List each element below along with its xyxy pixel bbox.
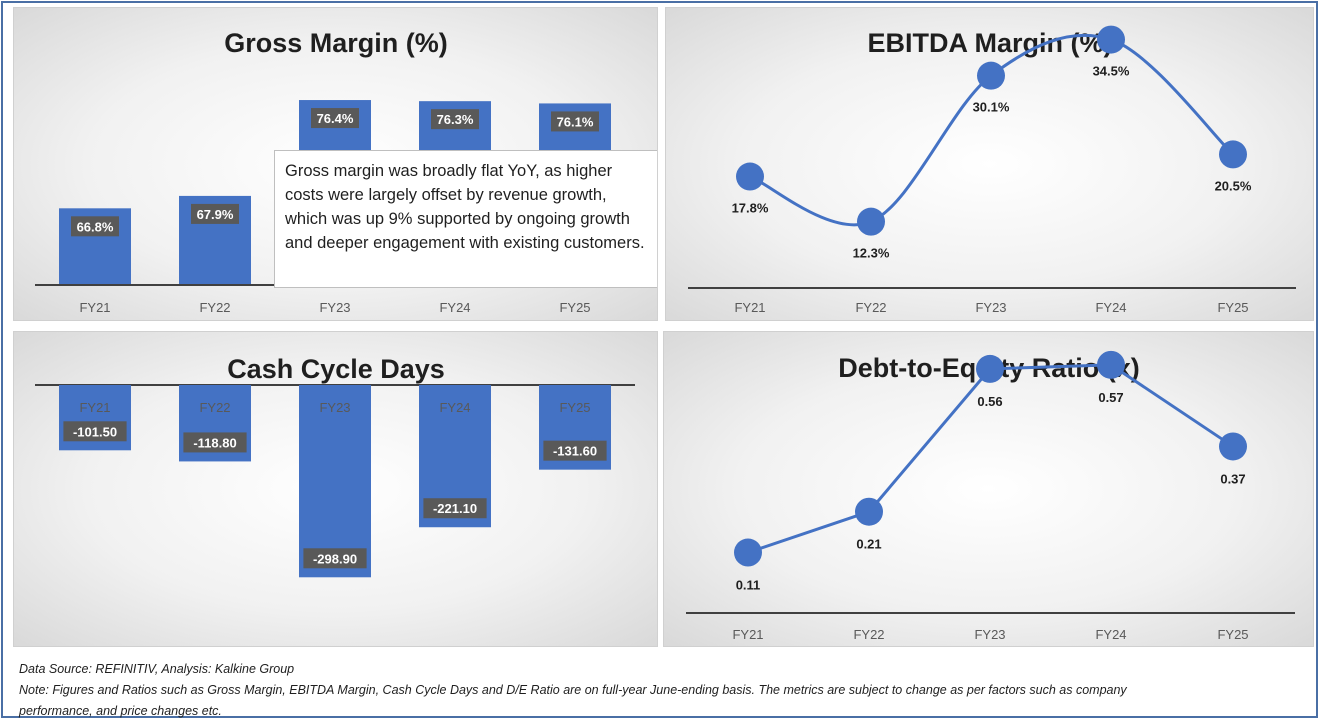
- ebitda-margin-panel: EBITDA Margin (%) 17.8% FY21 12.3% FY22 30.1%…: [665, 7, 1314, 321]
- point-fy23: [977, 61, 1005, 90]
- x-tick-fy25: FY25: [1217, 300, 1248, 315]
- data-label-bg-2: [311, 108, 359, 129]
- data-label-bg-4: [551, 111, 599, 132]
- chart-title: Cash Cycle Days: [227, 354, 445, 384]
- data-label-4: -131.60: [553, 444, 597, 459]
- x-tick-fy24: FY24: [1095, 627, 1126, 642]
- data-label-3: -221.10: [433, 501, 477, 516]
- data-label-1: -118.80: [193, 435, 236, 450]
- x-tick-fy24: FY24: [439, 300, 470, 315]
- point-fy24: [1097, 25, 1125, 54]
- gross-margin-annotation: Gross margin was broadly flat YoY, as hi…: [274, 150, 657, 288]
- note-text-continued: performance, and price changes etc.: [19, 704, 222, 718]
- x-tick-fy21: FY21: [79, 300, 110, 315]
- cash-cycle-panel: Cash Cycle Days FY21 -101.50 FY22 -118.80 FY2…: [13, 331, 658, 647]
- x-tick-fy25: FY25: [559, 300, 590, 315]
- data-label-bg-1: [183, 432, 247, 453]
- data-label-1: 0.21: [856, 537, 881, 552]
- data-label-3: 0.57: [1098, 390, 1123, 405]
- point-fy22: [855, 497, 883, 526]
- gross-margin-panel: Gross Margin (%) 66.8% FY21 67.9% FY22 76.4% F…: [13, 7, 658, 321]
- data-label-bg-1: [191, 203, 239, 224]
- chart-title: EBITDA Margin (%): [868, 28, 1113, 58]
- x-tick-fy22: FY22: [199, 400, 230, 415]
- data-label-4: 20.5%: [1215, 178, 1252, 193]
- data-label-0: -101.50: [73, 424, 117, 439]
- data-label-1: 67.9%: [197, 207, 234, 222]
- ebitda-margin-chart: EBITDA Margin (%) 17.8% FY21 12.3% FY22 30.1%…: [688, 25, 1296, 315]
- x-tick-fy24: FY24: [1095, 300, 1126, 315]
- data-label-0: 0.11: [736, 578, 761, 593]
- note-text: Note: Figures and Ratios such as Gross M…: [19, 683, 1127, 697]
- data-label-2: 30.1%: [973, 100, 1010, 115]
- x-tick-fy21: FY21: [734, 300, 765, 315]
- x-tick-fy22: FY22: [853, 627, 884, 642]
- point-fy23: [976, 354, 1004, 383]
- data-label-2: 76.4%: [317, 111, 354, 126]
- debt-to-equity-panel: Debt-to-Equity Ratio (x)0.11FY210.21FY22…: [663, 331, 1314, 647]
- point-fy21: [734, 538, 762, 567]
- x-tick-fy23: FY23: [319, 300, 350, 315]
- data-label-1: 12.3%: [853, 246, 890, 261]
- x-tick-fy23: FY23: [974, 627, 1005, 642]
- data-label-bg-0: [71, 216, 119, 237]
- data-label-bg-2: [303, 548, 367, 569]
- x-tick-fy22: FY22: [855, 300, 886, 315]
- x-tick-fy24: FY24: [439, 400, 470, 415]
- x-tick-fy21: FY21: [732, 627, 763, 642]
- x-tick-fy21: FY21: [79, 400, 110, 415]
- data-label-bg-3: [431, 109, 479, 130]
- data-source-text: Data Source: REFINITIV, Analysis: Kalkin…: [19, 662, 295, 676]
- data-label-0: 17.8%: [732, 201, 769, 216]
- point-fy21: [736, 162, 764, 191]
- point-fy25: [1219, 140, 1247, 169]
- x-tick-fy23: FY23: [319, 400, 350, 415]
- data-label-3: 76.3%: [437, 112, 474, 127]
- footer-notes: Data Source: REFINITIV, Analysis: Kalkin…: [19, 659, 1309, 722]
- point-fy22: [857, 207, 885, 236]
- data-label-4: 76.1%: [557, 114, 594, 129]
- cash-cycle-chart: Cash Cycle Days FY21 -101.50 FY22 -118.80 FY2…: [35, 354, 635, 578]
- x-tick-fy23: FY23: [975, 300, 1006, 315]
- data-label-4: 0.37: [1220, 471, 1245, 486]
- x-tick-fy22: FY22: [199, 300, 230, 315]
- data-label-bg-0: [63, 421, 127, 442]
- data-label-0: 66.8%: [77, 219, 114, 234]
- data-label-bg-4: [543, 440, 607, 461]
- point-fy25: [1219, 432, 1247, 461]
- debt-to-equity-chart: Debt-to-Equity Ratio (x)0.11FY210.21FY22…: [686, 350, 1295, 642]
- point-fy24: [1097, 350, 1125, 379]
- bar-fy23: [299, 385, 371, 578]
- data-label-bg-3: [423, 498, 487, 519]
- data-label-2: 0.56: [977, 394, 1002, 409]
- chart-title: Gross Margin (%): [224, 28, 448, 58]
- x-tick-fy25: FY25: [559, 400, 590, 415]
- data-label-2: -298.90: [313, 551, 357, 566]
- data-label-3: 34.5%: [1093, 64, 1130, 79]
- x-tick-fy25: FY25: [1217, 627, 1248, 642]
